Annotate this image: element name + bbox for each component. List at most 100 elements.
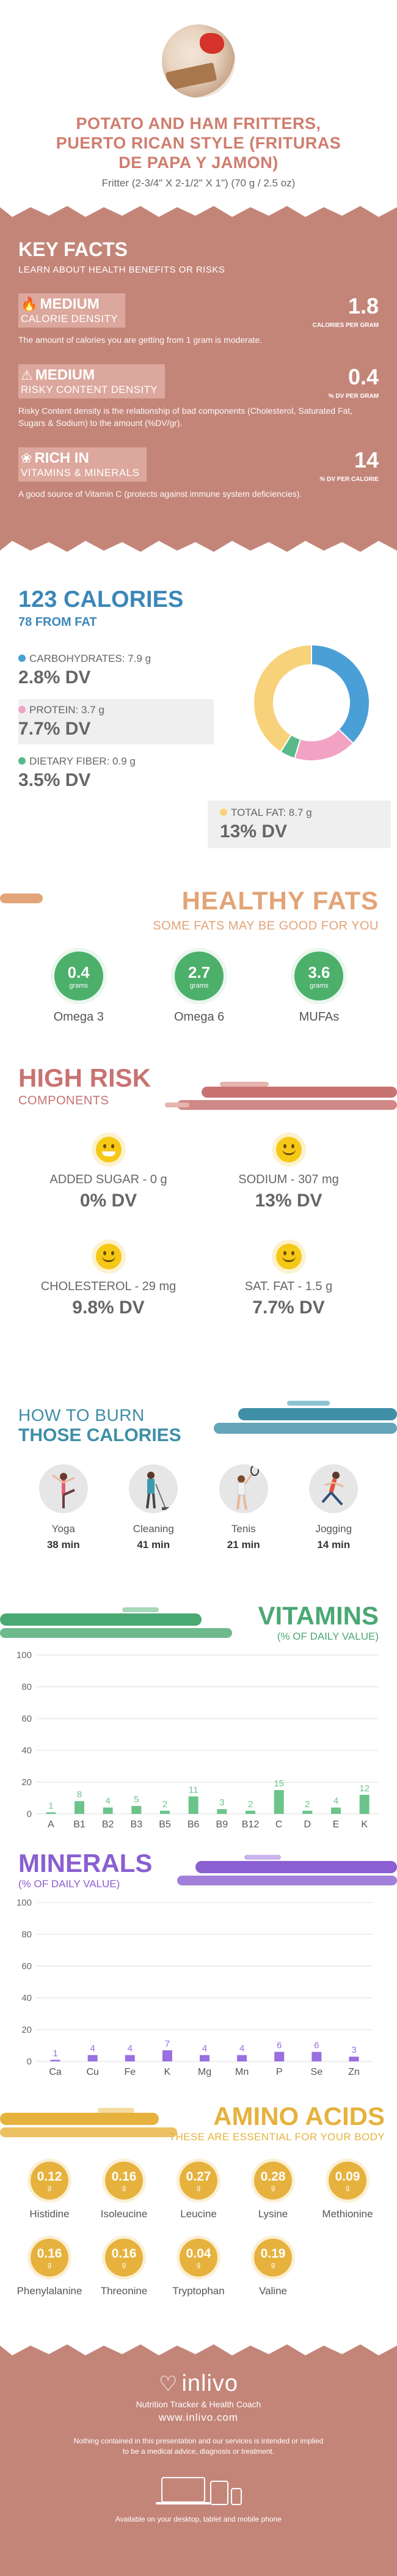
carbs-dot-icon	[18, 655, 26, 662]
fat-unit: grams	[189, 982, 209, 989]
fiber-dot-icon	[18, 757, 26, 765]
bar-zn	[349, 2057, 359, 2061]
fat-name: Omega 6	[174, 1010, 225, 1024]
zigzag-top-divider	[0, 201, 397, 217]
fact-vitamins: ❀ RICH IN VITAMINS & MINERALS 14 % DV PER…	[18, 447, 379, 500]
bar-k	[162, 2050, 172, 2061]
fact-description: Risky Content density is the relationshi…	[18, 406, 353, 428]
risk-grid: ADDED SUGAR - 0 g 0% DV SODIUM - 307 mg …	[18, 1132, 379, 1318]
amino-unit: g	[196, 2261, 201, 2269]
risk-name: CHOLESTEROL - 29 mg	[40, 1280, 177, 1293]
bar-value-label: 11	[189, 1785, 198, 1795]
fat-label: TOTAL FAT: 8.7 g	[231, 807, 312, 818]
bar-value-label: 3	[219, 1797, 224, 1808]
jogging-icon	[309, 1464, 359, 1513]
bar-value-label: 1	[48, 1800, 53, 1811]
key-facts-section: KEY FACTS LEARN ABOUT HEALTH BENEFITS OR…	[0, 201, 397, 557]
amino-value: 0.04	[186, 2247, 211, 2261]
macro-donut-chart	[253, 644, 370, 761]
bar-b6	[188, 1796, 198, 1814]
key-facts-subtitle: LEARN ABOUT HEALTH BENEFITS OR RISKS	[18, 265, 225, 275]
zigzag-bottom-divider	[0, 541, 397, 557]
bar-value-label: 6	[277, 2040, 282, 2050]
amino-name: Lysine	[258, 2208, 288, 2220]
protein-dot-icon	[18, 706, 26, 713]
amino-name: Threonine	[100, 2285, 148, 2297]
heart-icon: ♡	[158, 2372, 178, 2396]
footer-site-link[interactable]: www.inlivo.com	[158, 2412, 239, 2423]
healthy-fats-subtitle: SOME FATS MAY BE GOOD FOR YOU	[153, 919, 379, 933]
y-tick-label: 40	[21, 1993, 32, 2003]
bar-a	[46, 1812, 56, 1814]
amino-item: 0.04 g Tryptophan	[161, 2239, 236, 2297]
bar-b2	[103, 1807, 113, 1814]
activity-mins: 41 min	[137, 1539, 170, 1550]
fact-level: RICH IN	[34, 450, 89, 466]
macro-protein: PROTEIN: 3.7 g 7.7% DV	[18, 699, 214, 744]
burn-calories-section: HOW TO BURN THOSE CALORIES Yoga 38 min C…	[0, 1387, 397, 1589]
fat-circle: 0.4 grams	[54, 952, 103, 1000]
amino-item: 0.27 g Leucine	[161, 2162, 236, 2220]
bar-b5	[160, 1810, 170, 1814]
leaf-icon: ❀	[21, 450, 32, 466]
x-tick-label: D	[304, 1819, 311, 1830]
fact-description: A good source of Vitamin C (protects aga…	[18, 489, 302, 499]
calories-section: 123 CALORIES 78 FROM FAT CARBOHYDRATES: …	[0, 556, 397, 862]
bar-value-label: 12	[359, 1783, 370, 1794]
risk-dv: 7.7% DV	[252, 1297, 325, 1318]
minerals-bar-chart: 0 20 40 60 80 100 1 Ca 4 Cu 4 Fe 7 K 4 Mg 4 Mn 6 P 6 Se 3 Zn	[16, 1898, 373, 2077]
amino-name: Methionine	[322, 2208, 373, 2220]
amino-circle: 0.19 g	[254, 2239, 292, 2277]
fact-level: MEDIUM	[35, 367, 95, 383]
vitamins-title: VITAMINS	[258, 1601, 379, 1630]
bar-fe	[125, 2055, 135, 2061]
pepper-shape	[200, 33, 224, 54]
fat-dot-icon	[220, 809, 227, 816]
minerals-section: MINERALS (% OF DAILY VALUE) 0 20 40 60 80 100…	[0, 1837, 397, 2083]
amino-acids-section: AMINO ACIDS THESE ARE ESSENTIAL FOR YOUR…	[0, 2083, 397, 2340]
high-risk-subtitle: COMPONENTS	[18, 1094, 109, 1107]
bar-value-label: 5	[134, 1794, 139, 1805]
fiber-dv: 3.5% DV	[18, 770, 91, 790]
high-risk-section: HIGH RISK COMPONENTS ADDED SUGAR - 0 g 0…	[0, 1045, 397, 1387]
amino-value: 0.09	[335, 2170, 360, 2184]
amino-value: 0.16	[111, 2170, 137, 2184]
minerals-subtitle: (% OF DAILY VALUE)	[18, 1878, 120, 1890]
fact-label: RISKY CONTENT DENSITY	[21, 384, 158, 395]
amino-circle: 0.28 g	[254, 2162, 292, 2200]
amino-name: Tryptophan	[172, 2285, 225, 2297]
decor-stripes-teal	[214, 1401, 397, 1434]
carbs-label: CARBOHYDRATES: 7.9 g	[29, 653, 151, 664]
amino-value: 0.16	[111, 2247, 137, 2261]
amino-name: Valine	[259, 2285, 287, 2297]
activities-row: Yoga 38 min Cleaning 41 min Tenis 21 min	[18, 1464, 379, 1551]
inlivo-logo: ♡ inlivo	[0, 2371, 397, 2397]
donut-slice-protein	[294, 728, 354, 761]
high-risk-title: HIGH RISK	[18, 1063, 151, 1092]
bar-b9	[217, 1809, 227, 1814]
activity-mins: 14 min	[317, 1539, 351, 1550]
fact-label: CALORIE DENSITY	[21, 313, 118, 325]
x-tick-label: K	[361, 1819, 368, 1830]
calories-title: 123 CALORIES	[18, 587, 184, 612]
footer-available: Available on your desktop, tablet and mo…	[115, 2515, 282, 2523]
fact-tag: 🔥 MEDIUM CALORIE DENSITY	[18, 293, 126, 328]
activity-tenis: Tenis 21 min	[219, 1464, 268, 1551]
cutting-board-shape	[165, 62, 217, 90]
amino-value: 0.12	[37, 2170, 62, 2184]
burn-title-line-2: THOSE CALORIES	[18, 1425, 181, 1445]
fact-unit: CALORIES PER GRAM	[312, 322, 379, 329]
y-tick-label: 0	[27, 2057, 32, 2067]
amino-item: 0.28 g Lysine	[236, 2162, 310, 2220]
bar-value-label: 1	[53, 2048, 57, 2058]
decor-stripes-right	[165, 1082, 397, 1110]
activity-name: Tenis	[231, 1523, 256, 1535]
amino-value: 0.16	[37, 2247, 62, 2261]
fact-calorie-density: 🔥 MEDIUM CALORIE DENSITY 1.8 CALORIES PER…	[18, 293, 379, 346]
activity-name: Jogging	[315, 1523, 352, 1535]
serving-size: Fritter (2-3/4" X 2-1/2" X 1") (70 g / 2…	[101, 177, 296, 189]
fat-unit: grams	[69, 982, 88, 989]
amino-item: 0.19 g Valine	[236, 2239, 310, 2297]
header-section: POTATO AND HAM FRITTERS, PUERTO RICAN ST…	[0, 0, 397, 202]
